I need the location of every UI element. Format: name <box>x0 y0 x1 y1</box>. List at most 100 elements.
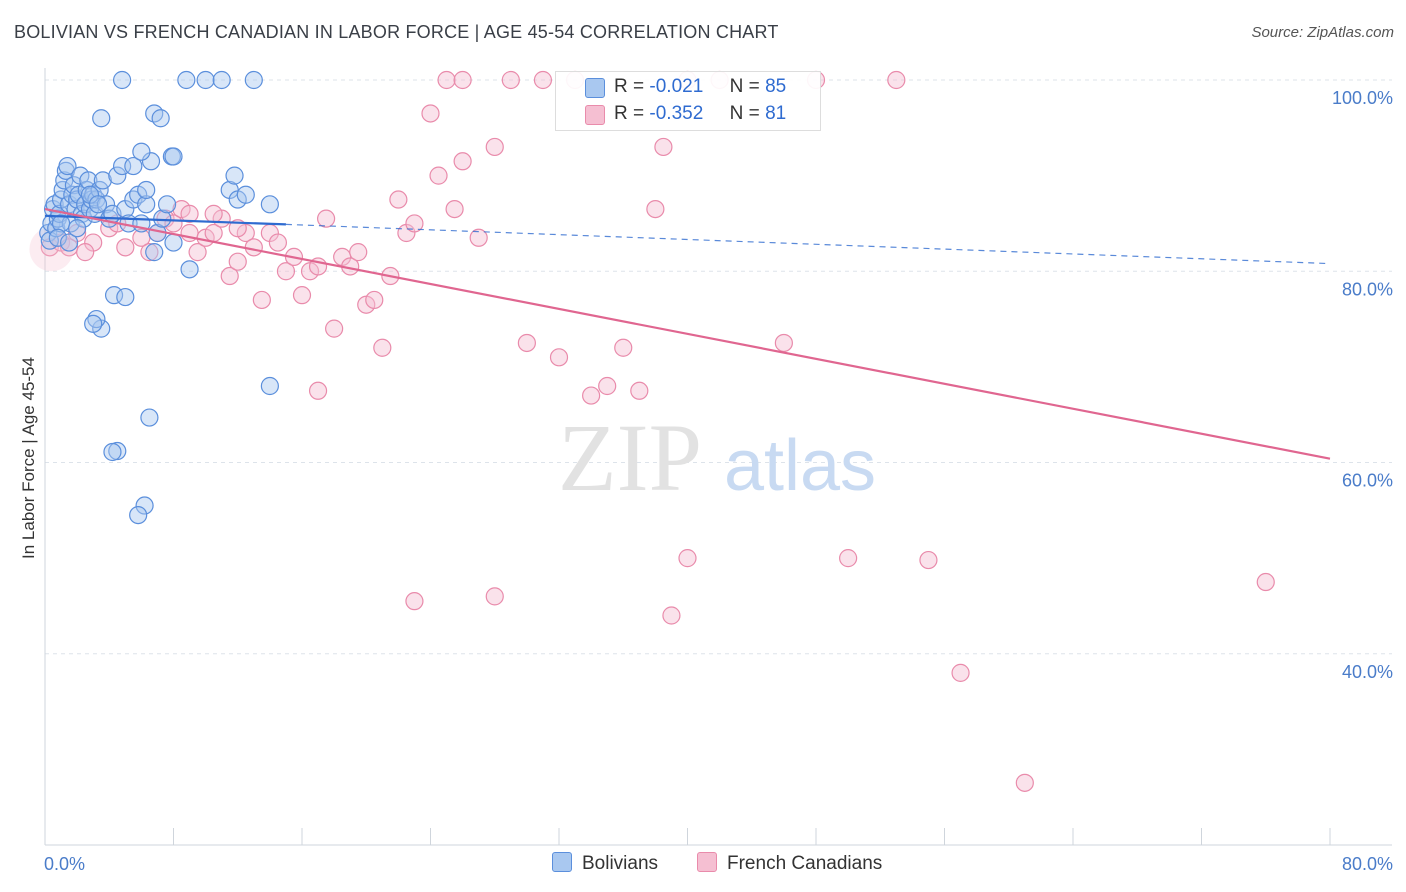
french-canadians-point <box>469 228 488 247</box>
french-canadians-point <box>517 333 536 353</box>
bolivians-point <box>260 195 279 214</box>
french-canadians-point <box>188 243 207 262</box>
french-canadians-point <box>445 199 464 219</box>
french-canadians-point <box>501 70 520 90</box>
bolivians-point <box>177 70 196 90</box>
french-canadians-point <box>76 243 95 262</box>
french-canadians-point <box>533 70 553 90</box>
french-canadians-point <box>389 190 408 209</box>
french-canadians-trend-line <box>44 208 1331 460</box>
bottom-legend-french-canadians: French Canadians <box>697 852 882 875</box>
bolivians-trend-extension <box>285 223 1331 265</box>
bolivians-point <box>108 166 127 185</box>
bolivians-point <box>212 70 231 90</box>
french-canadians-point <box>919 550 938 570</box>
y-tick-label: 40.0% <box>1342 662 1393 682</box>
y-axis-label: In Labor Force | Age 45-54 <box>19 357 38 559</box>
series-bolivians <box>39 70 279 525</box>
legend-row-bolivians: R = -0.021 N = 85 <box>614 76 787 97</box>
french-canadians-point <box>646 199 665 219</box>
french-canadians-point <box>244 238 263 257</box>
grid-lines <box>45 79 1392 655</box>
legend-swatch-french-canadians <box>585 105 605 125</box>
bolivians-point <box>196 70 215 90</box>
tick-labels: 100.0% 80.0% 60.0% 40.0% 0.0% 80.0% <box>44 88 1393 874</box>
y-tick-label: 60.0% <box>1342 471 1393 491</box>
french-canadians-point <box>292 286 312 305</box>
french-canadians-point <box>453 152 472 171</box>
french-canadians-point <box>405 592 424 611</box>
y-tick-label: 100.0% <box>1332 88 1393 108</box>
x-tick-label: 80.0% <box>1342 854 1393 874</box>
french-canadians-point <box>421 104 440 123</box>
bolivians-point <box>164 233 183 252</box>
bolivians-point <box>103 442 122 462</box>
french-canadians-point <box>276 262 296 281</box>
legend-row-french-canadians: R = -0.352 N = 81 <box>614 103 787 124</box>
french-canadians-point <box>951 663 970 682</box>
french-canadians-point <box>180 204 199 223</box>
french-canadians-point <box>582 386 601 405</box>
french-canadians-point <box>678 549 697 568</box>
french-canadians-point <box>453 70 472 90</box>
chart-source: Source: ZipAtlas.com <box>1251 24 1394 41</box>
watermark-atlas: atlas <box>724 426 876 506</box>
bolivians-point <box>116 287 135 307</box>
bolivians-point <box>104 286 124 305</box>
bolivians-point <box>68 219 87 238</box>
bolivians-point <box>164 147 183 166</box>
french-canadians-point <box>252 290 271 310</box>
bolivians-point <box>48 228 67 247</box>
bolivians-point <box>145 243 164 262</box>
bolivians-point <box>244 70 263 90</box>
french-canadians-point <box>308 381 328 400</box>
bolivians-point <box>137 195 156 214</box>
bolivians-point <box>84 314 103 333</box>
bottom-swatch-french-canadians <box>697 852 717 872</box>
bolivians-point <box>132 142 151 161</box>
bolivians-point <box>124 156 143 176</box>
french-canadians-point <box>220 266 239 286</box>
legend-r-french-canadians: -0.352 <box>649 103 704 124</box>
watermark-zip: ZIP <box>558 404 702 511</box>
french-canadians-point <box>349 243 368 262</box>
french-canadians-point <box>654 137 673 157</box>
french-canadians-point <box>887 70 906 90</box>
bolivians-point <box>225 166 244 185</box>
bolivians-point <box>135 496 154 515</box>
bottom-swatch-bolivians <box>552 852 572 872</box>
french-canadians-point <box>1256 572 1275 592</box>
chart-title: BOLIVIAN VS FRENCH CANADIAN IN LABOR FOR… <box>14 22 779 42</box>
bolivians-point <box>157 195 177 214</box>
bolivians-point <box>58 156 77 176</box>
legend-n-bolivians: 85 <box>765 76 787 97</box>
french-canadians-point <box>429 166 448 185</box>
french-canadians-point <box>228 219 247 238</box>
french-canadians-point <box>485 587 504 606</box>
legend-swatch-bolivians <box>585 78 605 98</box>
bolivians-point <box>92 109 111 128</box>
bolivians-point <box>151 109 170 128</box>
x-tick-label: 0.0% <box>44 854 85 874</box>
bolivians-point <box>59 233 79 252</box>
french-canadians-point <box>204 204 223 223</box>
bottom-legend-bolivians: Bolivians <box>552 852 658 875</box>
axes <box>44 68 1392 846</box>
french-canadians-point <box>268 233 288 252</box>
french-canadians-point <box>662 606 681 625</box>
legend-n-french-canadians: 81 <box>765 103 787 124</box>
french-canadians-point <box>116 238 135 257</box>
french-canadians-point <box>373 338 392 357</box>
bolivians-point <box>112 70 132 90</box>
y-tick-label: 80.0% <box>1342 279 1393 299</box>
french-canadians-point <box>839 549 858 568</box>
french-canadians-point <box>485 137 504 157</box>
french-canadians-point <box>630 381 649 400</box>
bolivians-point <box>88 195 108 214</box>
bolivians-point <box>140 408 159 427</box>
french-canadians-point <box>228 252 247 271</box>
bolivians-point <box>129 505 148 525</box>
bolivians-point <box>236 185 255 204</box>
stats-legend: R = -0.021 N = 85 R = -0.352 N = 81 <box>555 71 821 131</box>
